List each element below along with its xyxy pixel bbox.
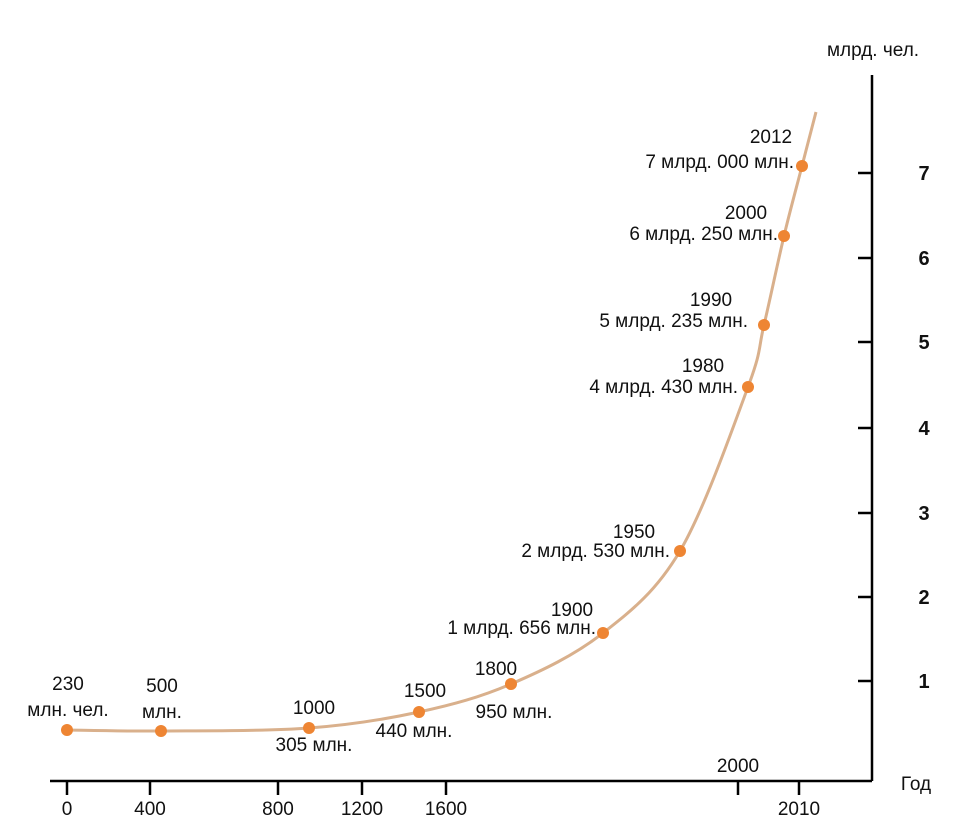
- data-points: [61, 160, 808, 737]
- year-label-1000: 1000: [293, 698, 335, 719]
- year-label-1950: 1950: [613, 522, 655, 543]
- value-label-1900: 1 млрд. 656 млн.: [447, 618, 596, 639]
- year-label-2012: 2012: [750, 127, 792, 148]
- data-point-230: [61, 724, 73, 736]
- y-tick-label: 3: [918, 503, 929, 525]
- year-label-500: 500: [146, 676, 178, 697]
- data-labels: 230 млн. чел. 500 млн. 1000 305 млн. 1500 440 м…: [27, 127, 794, 756]
- data-point-1900: [597, 627, 609, 639]
- value-label-1800: 950 млн.: [476, 702, 553, 723]
- data-point-1990: [758, 319, 770, 331]
- x-tick-label-2000: 2000: [717, 756, 759, 777]
- year-label-1500: 1500: [404, 681, 446, 702]
- year-label-1980: 1980: [682, 356, 724, 377]
- data-point-500: [155, 725, 167, 737]
- data-point-2000: [778, 230, 790, 242]
- year-label-1800: 1800: [475, 659, 517, 680]
- year-label-1900: 1900: [551, 600, 593, 621]
- x-tick-label: 0: [62, 799, 73, 820]
- data-point-1980: [742, 381, 754, 393]
- y-tick-label: 2: [918, 587, 929, 609]
- year-label-2000: 2000: [725, 203, 767, 224]
- y-tick-label: 6: [918, 248, 929, 270]
- x-tick-label: 400: [134, 799, 166, 820]
- axes: 0 400 800 1200 1600 2010 2000 1 2 3 4 5 6 7 млрд. чел.…: [50, 40, 931, 820]
- x-tick-label: 1600: [425, 799, 467, 820]
- value-label-1500: 440 млн.: [376, 721, 453, 742]
- x-axis-label: Год: [901, 774, 931, 795]
- y-tick-label: 7: [918, 163, 929, 185]
- y-tick-label: 4: [918, 418, 930, 440]
- value-label-2000: 6 млрд. 250 млн.: [629, 224, 778, 245]
- data-point-1800: [505, 678, 517, 690]
- data-point-2012: [796, 160, 808, 172]
- y-tick-label: 5: [918, 332, 929, 354]
- x-tick-label: 800: [262, 799, 294, 820]
- x-tick-label: 1200: [341, 799, 383, 820]
- value-label-230: млн. чел.: [27, 700, 108, 721]
- x-tick-label: 2010: [778, 799, 820, 820]
- value-label-2012: 7 млрд. 000 млн.: [645, 152, 794, 173]
- y-axis-label: млрд. чел.: [827, 40, 919, 61]
- data-point-1000: [303, 722, 315, 734]
- year-label-230: 230: [52, 674, 84, 695]
- y-tick-label: 1: [918, 671, 929, 693]
- value-label-1980: 4 млрд. 430 млн.: [589, 377, 738, 398]
- value-label-1990: 5 млрд. 235 млн.: [599, 311, 748, 332]
- value-label-1950: 2 млрд. 530 млн.: [521, 541, 670, 562]
- population-curve: [66, 111, 818, 733]
- value-label-1000: 305 млн.: [276, 735, 353, 756]
- year-label-1990: 1990: [690, 290, 732, 311]
- data-point-1500: [413, 706, 425, 718]
- value-label-500: млн.: [142, 702, 182, 723]
- data-point-1950: [674, 545, 686, 557]
